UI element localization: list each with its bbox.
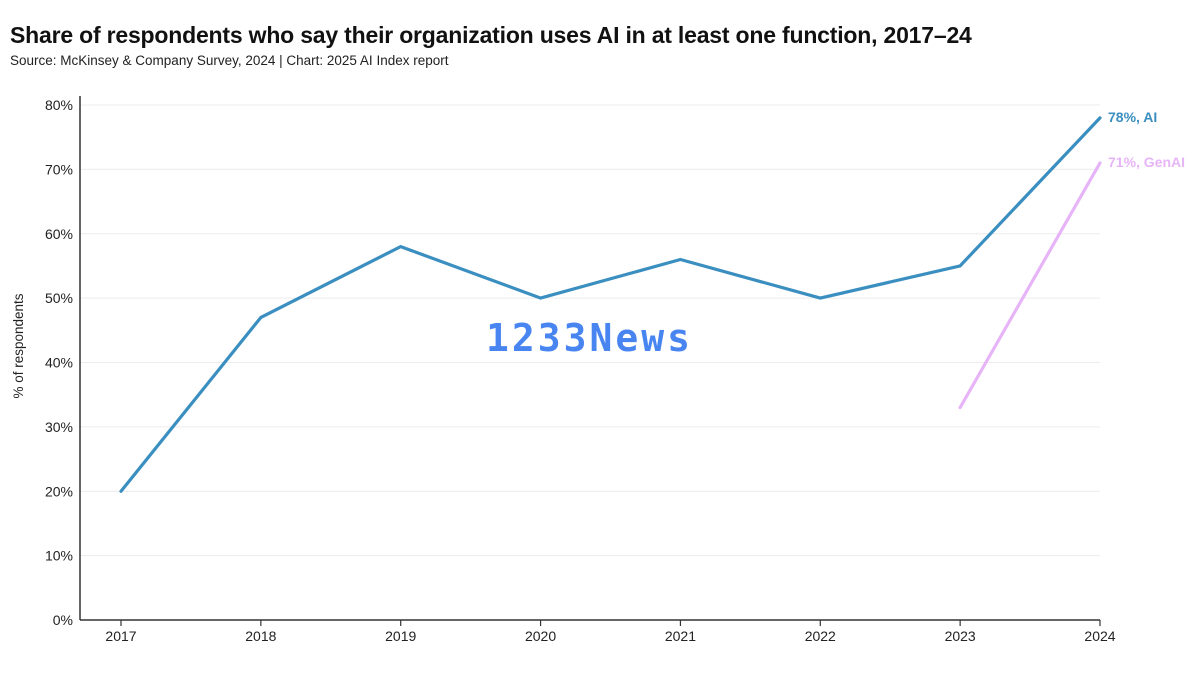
y-tick-label: 0% bbox=[53, 612, 73, 628]
y-tick-label: 40% bbox=[45, 355, 73, 371]
x-tick-label: 2022 bbox=[805, 628, 836, 644]
series-end-label-ai: 78%, AI bbox=[1108, 109, 1157, 125]
y-tick-label: 80% bbox=[45, 97, 73, 113]
x-tick-label: 2024 bbox=[1084, 628, 1115, 644]
y-tick-label: 70% bbox=[45, 161, 73, 177]
x-tick-label: 2023 bbox=[945, 628, 976, 644]
series-line-ai bbox=[119, 116, 1102, 493]
y-tick-label: 20% bbox=[45, 483, 73, 499]
y-tick-label: 50% bbox=[45, 290, 73, 306]
x-tick-label: 2019 bbox=[385, 628, 416, 644]
y-axis-label: % of respondents bbox=[11, 293, 26, 398]
series-end-label-genai: 71%, GenAI bbox=[1108, 154, 1185, 170]
y-tick-label: 60% bbox=[45, 226, 73, 242]
y-tick-label: 10% bbox=[45, 548, 73, 564]
y-tick-label: 30% bbox=[45, 419, 73, 435]
x-tick-label: 2017 bbox=[105, 628, 136, 644]
series-line-genai bbox=[958, 161, 1102, 410]
x-tick-label: 2021 bbox=[665, 628, 696, 644]
chart-subtitle: Source: McKinsey & Company Survey, 2024 … bbox=[10, 53, 449, 68]
x-tick-label: 2018 bbox=[245, 628, 276, 644]
x-tick-label: 2020 bbox=[525, 628, 556, 644]
chart-title: Share of respondents who say their organ… bbox=[10, 22, 972, 48]
watermark: 1233News bbox=[486, 316, 694, 360]
